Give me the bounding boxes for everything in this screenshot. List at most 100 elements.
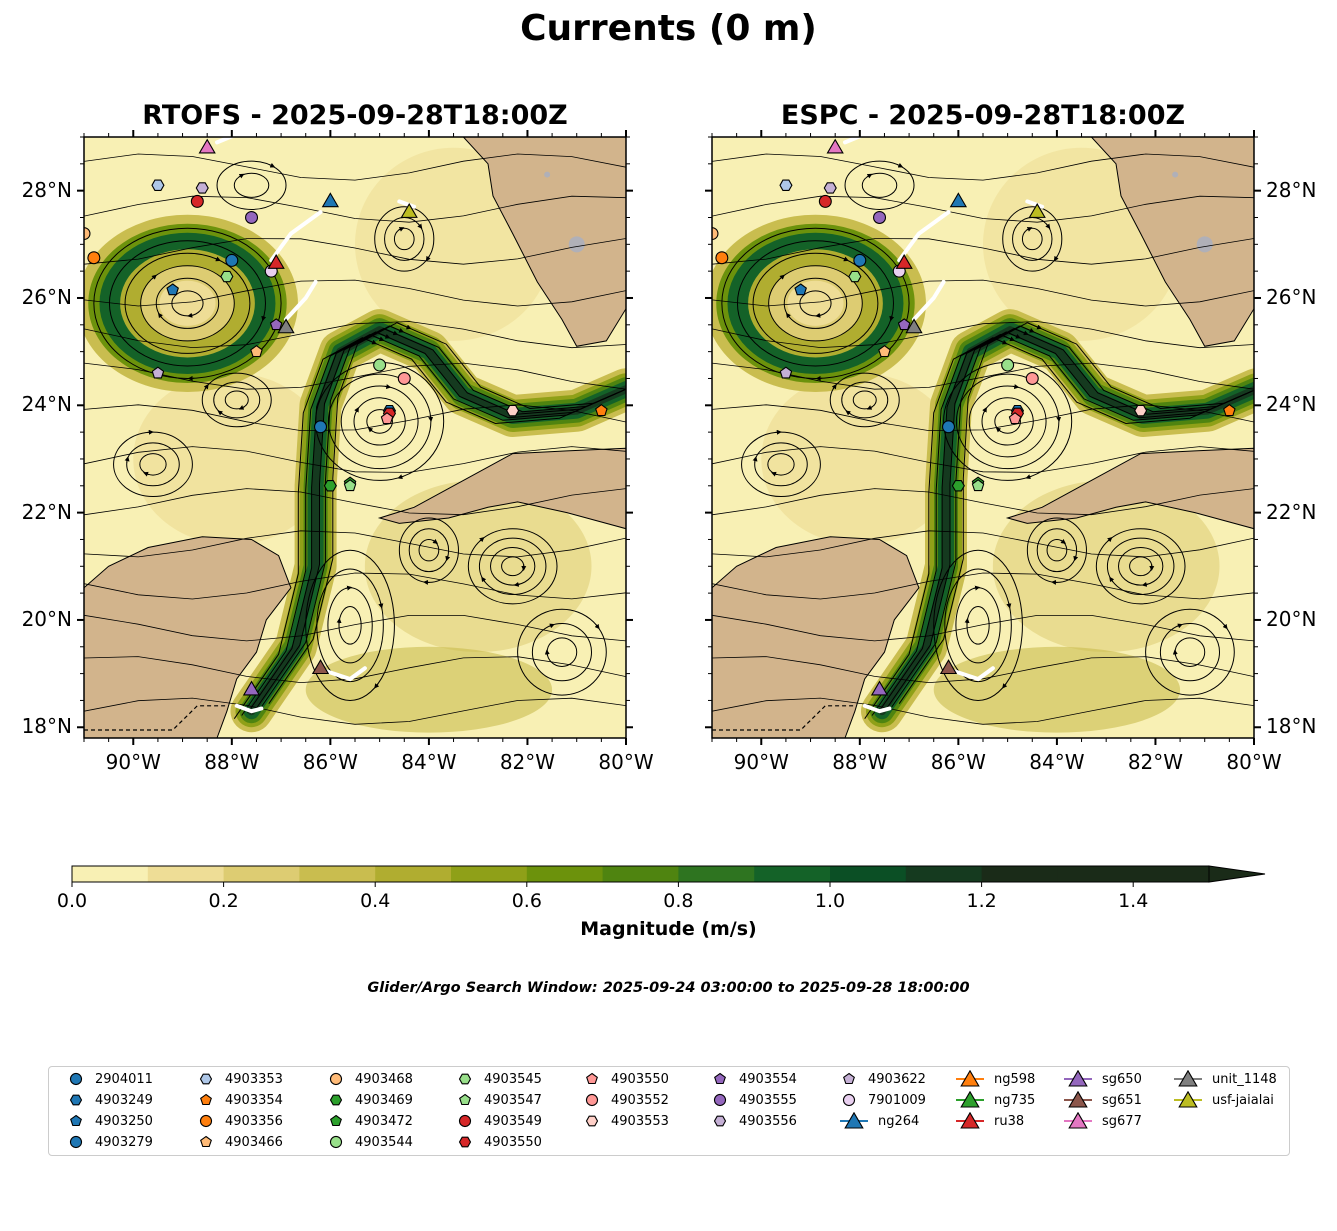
lake: [1172, 171, 1179, 178]
colorbar-segment: [602, 866, 679, 882]
marker-unit_1148: [905, 318, 923, 334]
legend-label: 4903354: [225, 1092, 283, 1108]
marker-4903552: [1025, 371, 1039, 385]
marker-4903556: [195, 182, 209, 194]
legend-label: ng735: [994, 1092, 1036, 1108]
eddy-streamline: [338, 606, 362, 645]
y-tick-label: 20°N: [21, 606, 72, 631]
x-tick-label: 86°W: [302, 750, 358, 774]
legend-label: 4903553: [611, 1113, 669, 1129]
legend-label: 4903554: [739, 1071, 797, 1087]
yucatan-landmass: [84, 536, 292, 738]
marker-4903469: [323, 480, 337, 492]
y-tick-label: 18°N: [1266, 714, 1317, 739]
legend-marker-triangle: [956, 1070, 984, 1087]
eddy-streamline: [366, 409, 393, 434]
legend-label: 4903353: [225, 1071, 283, 1087]
glider-track: [234, 703, 264, 714]
legend-marker-circle: [842, 1093, 856, 1107]
flow-streamline: [84, 153, 626, 181]
flow-streamline: [84, 656, 626, 684]
legend-marker-hexagon: [199, 1073, 213, 1085]
flow-streamline: [712, 279, 1254, 307]
legend-item: 4903549: [454, 1112, 542, 1130]
colorbar-segment: [905, 866, 983, 882]
flow-streamline: [84, 279, 626, 307]
colorbar-segment: [981, 866, 1058, 882]
jet-streamline: [241, 333, 617, 716]
eddy-streamline: [224, 390, 249, 410]
colorbar-tick-label: 0.8: [663, 890, 694, 912]
jet-streamline: [864, 337, 1240, 719]
eddy-streamline: [768, 265, 863, 342]
glider-track: [951, 666, 995, 682]
colorbar-tick-label: 1.4: [1118, 890, 1149, 912]
legend-item: usf-jaialai: [1172, 1091, 1274, 1109]
flow-streamline: [712, 404, 1254, 432]
marker-4903466: [250, 345, 263, 358]
colorbar-segment: [754, 866, 831, 882]
legend-marker-triangle: [1064, 1091, 1092, 1108]
marker-ng264: [321, 192, 340, 208]
legend-label: 4903468: [355, 1071, 413, 1087]
eddy-streamline: [374, 206, 435, 272]
legend-label: 4903249: [95, 1092, 153, 1108]
eddy-streamline: [1036, 528, 1078, 573]
x-tick-label: 90°W: [733, 750, 789, 774]
legend-label: sg650: [1102, 1071, 1142, 1087]
eddy-streamline: [844, 160, 915, 210]
colorbar-segment: [375, 866, 452, 882]
legend-item: 4903249: [65, 1091, 153, 1109]
legend-marker-pentagon: [70, 1114, 82, 1127]
legend-marker-circle: [713, 1093, 727, 1107]
marker-4903544: [373, 358, 387, 372]
glider-track: [269, 210, 323, 263]
jet-streamline: [877, 331, 1253, 714]
y-tick-label: 22°N: [21, 499, 72, 524]
legend-item: sg677: [1062, 1112, 1142, 1130]
border-line: [84, 705, 227, 731]
marker-usf-jaialai: [400, 202, 418, 218]
eddy-streamline: [933, 549, 1023, 701]
legend-marker-pentagon: [843, 1072, 855, 1085]
flow-streamline: [84, 614, 626, 642]
flow-streamline: [712, 446, 1254, 473]
x-tick-label: 88°W: [204, 750, 260, 774]
legend-item: ng598: [954, 1070, 1035, 1088]
jet-streamline: [891, 325, 1254, 708]
legend-marker-pentagon: [330, 1114, 342, 1127]
y-tick-label: 26°N: [21, 284, 72, 309]
marker-4903250: [166, 283, 179, 296]
marker-sg650: [242, 680, 261, 696]
legend-marker-triangle: [840, 1112, 868, 1129]
y-tick-label: 24°N: [21, 392, 72, 417]
legend-item: 4903550: [454, 1133, 542, 1151]
marker-4903545: [848, 270, 862, 283]
eddy-streamline: [531, 623, 593, 682]
legend-item: 2904011: [65, 1070, 153, 1088]
legend-marker-circle: [329, 1135, 343, 1149]
glider-tracks: [215, 137, 417, 714]
eddy-streamline: [340, 385, 419, 458]
marker-4903279: [314, 420, 328, 434]
jet-streamline: [233, 337, 609, 719]
legend-marker-pentagon: [586, 1072, 598, 1085]
cuba-landmass: [1005, 447, 1254, 530]
flow-streamline: [712, 530, 1254, 558]
lake: [1196, 236, 1213, 253]
legend-item: 7901009: [838, 1091, 926, 1109]
x-tick-label: 84°W: [401, 750, 457, 774]
flow-streamline: [712, 362, 1254, 390]
colorbar-label: Magnitude (m/s): [580, 918, 757, 940]
legend-label: ng264: [878, 1113, 920, 1129]
marker-4903554: [897, 318, 911, 331]
eddy-streamline: [994, 409, 1021, 434]
legend-item: 4903353: [195, 1070, 283, 1088]
glider-track: [215, 137, 236, 145]
marker-4903555: [245, 210, 259, 224]
colorbar-tick-label: 1.2: [966, 890, 997, 912]
legend-marker-triangle: [956, 1091, 984, 1108]
glider-track: [323, 666, 367, 682]
eddy-streamline: [124, 252, 251, 354]
eddy-streamline: [1046, 538, 1068, 562]
